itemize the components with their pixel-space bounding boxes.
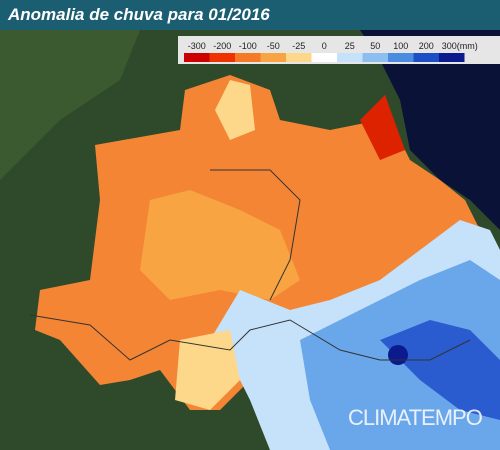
watermark: CLIMATEMPO <box>348 405 483 430</box>
legend-label: 0 <box>322 41 327 51</box>
legend-label: 200 <box>419 41 434 51</box>
legend-label: -200 <box>213 41 231 51</box>
rain-anomaly-light-orange <box>140 190 300 300</box>
legend-swatch <box>413 53 439 62</box>
rain-anomaly-yellow-south <box>175 330 240 410</box>
legend-swatch <box>235 53 261 62</box>
legend-swatch <box>362 53 388 62</box>
legend-swatch <box>184 53 210 62</box>
legend-label: 300(mm) <box>442 41 478 51</box>
legend-label: -300 <box>188 41 206 51</box>
legend-label: -100 <box>239 41 257 51</box>
rain-anomaly-red <box>360 95 405 160</box>
land-texture <box>0 30 140 180</box>
title: Anomalia de chuva para 01/2016 <box>7 5 270 24</box>
border-line <box>210 169 301 301</box>
legend-swatch <box>439 53 465 62</box>
legend-label: -25 <box>292 41 305 51</box>
ocean <box>360 30 500 230</box>
rain-anomaly-yellow <box>215 80 255 140</box>
legend-swatch <box>286 53 312 62</box>
rain-anomaly-navy <box>388 345 408 365</box>
legend-label: -50 <box>267 41 280 51</box>
legend-label: 50 <box>370 41 380 51</box>
border-line <box>29 314 471 361</box>
legend-label: 25 <box>345 41 355 51</box>
legend-swatch <box>337 53 363 62</box>
legend: -300 -200 -100 -50 -25 0 25 50 100 200 300(mm) <box>184 41 478 62</box>
title-bar <box>0 0 500 30</box>
legend-swatch <box>260 53 286 62</box>
legend-swatch <box>209 53 235 62</box>
rain-anomaly-dark-blue <box>380 320 500 420</box>
legend-swatch <box>388 53 414 62</box>
legend-swatch <box>311 53 337 62</box>
legend-label: 100 <box>393 41 408 51</box>
